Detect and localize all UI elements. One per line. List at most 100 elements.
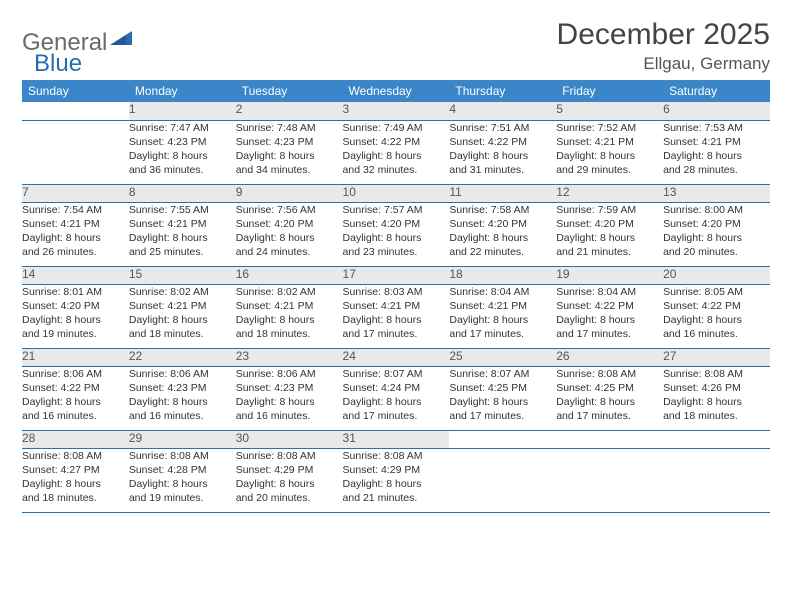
daylight-text: and 18 minutes.	[663, 409, 770, 423]
day-number: 28	[22, 430, 129, 448]
daylight-text: and 23 minutes.	[343, 245, 450, 259]
day-number: 4	[449, 102, 556, 120]
day-number: 23	[236, 348, 343, 366]
day-number: 19	[556, 266, 663, 284]
daylight-text: and 21 minutes.	[343, 491, 450, 505]
sunset-text: Sunset: 4:20 PM	[22, 299, 129, 313]
day-number: 24	[343, 348, 450, 366]
detail-row: Sunrise: 8:06 AMSunset: 4:22 PMDaylight:…	[22, 366, 770, 430]
sunset-text: Sunset: 4:26 PM	[663, 381, 770, 395]
daylight-text: and 17 minutes.	[343, 409, 450, 423]
day-cell: Sunrise: 7:52 AMSunset: 4:21 PMDaylight:…	[556, 120, 663, 184]
daylight-text: Daylight: 8 hours	[22, 395, 129, 409]
col-wednesday: Wednesday	[343, 80, 450, 102]
sunrise-text: Sunrise: 8:03 AM	[343, 285, 450, 299]
sunrise-text: Sunrise: 7:56 AM	[236, 203, 343, 217]
daylight-text: and 29 minutes.	[556, 163, 663, 177]
day-number: 25	[449, 348, 556, 366]
sunrise-text: Sunrise: 8:08 AM	[22, 449, 129, 463]
daylight-text: Daylight: 8 hours	[236, 313, 343, 327]
daylight-text: Daylight: 8 hours	[449, 313, 556, 327]
sunset-text: Sunset: 4:27 PM	[22, 463, 129, 477]
daylight-text: and 26 minutes.	[22, 245, 129, 259]
day-cell	[663, 448, 770, 512]
sunrise-text: Sunrise: 7:47 AM	[129, 121, 236, 135]
daynum-row: 123456	[22, 102, 770, 120]
sunset-text: Sunset: 4:25 PM	[556, 381, 663, 395]
daylight-text: and 28 minutes.	[663, 163, 770, 177]
daylight-text: Daylight: 8 hours	[343, 477, 450, 491]
daylight-text: and 17 minutes.	[449, 327, 556, 341]
day-cell: Sunrise: 7:57 AMSunset: 4:20 PMDaylight:…	[343, 202, 450, 266]
day-number: 7	[22, 184, 129, 202]
sunset-text: Sunset: 4:23 PM	[236, 135, 343, 149]
sunset-text: Sunset: 4:20 PM	[663, 217, 770, 231]
daylight-text: and 20 minutes.	[236, 491, 343, 505]
daylight-text: Daylight: 8 hours	[343, 395, 450, 409]
day-cell: Sunrise: 8:08 AMSunset: 4:27 PMDaylight:…	[22, 448, 129, 512]
daylight-text: Daylight: 8 hours	[449, 395, 556, 409]
day-cell	[449, 448, 556, 512]
day-cell: Sunrise: 8:08 AMSunset: 4:28 PMDaylight:…	[129, 448, 236, 512]
location: Ellgau, Germany	[557, 54, 770, 74]
day-cell: Sunrise: 8:03 AMSunset: 4:21 PMDaylight:…	[343, 284, 450, 348]
daylight-text: and 34 minutes.	[236, 163, 343, 177]
day-cell: Sunrise: 8:08 AMSunset: 4:26 PMDaylight:…	[663, 366, 770, 430]
day-cell: Sunrise: 7:56 AMSunset: 4:20 PMDaylight:…	[236, 202, 343, 266]
day-cell: Sunrise: 8:06 AMSunset: 4:23 PMDaylight:…	[129, 366, 236, 430]
day-cell: Sunrise: 8:07 AMSunset: 4:24 PMDaylight:…	[343, 366, 450, 430]
sunset-text: Sunset: 4:21 PM	[129, 299, 236, 313]
day-number: 16	[236, 266, 343, 284]
day-cell	[22, 120, 129, 184]
day-number: 30	[236, 430, 343, 448]
daylight-text: Daylight: 8 hours	[663, 395, 770, 409]
day-cell: Sunrise: 8:02 AMSunset: 4:21 PMDaylight:…	[236, 284, 343, 348]
sunrise-text: Sunrise: 7:59 AM	[556, 203, 663, 217]
day-cell: Sunrise: 8:07 AMSunset: 4:25 PMDaylight:…	[449, 366, 556, 430]
sunrise-text: Sunrise: 7:52 AM	[556, 121, 663, 135]
sunrise-text: Sunrise: 7:49 AM	[343, 121, 450, 135]
day-number: 11	[449, 184, 556, 202]
day-cell: Sunrise: 8:00 AMSunset: 4:20 PMDaylight:…	[663, 202, 770, 266]
day-cell: Sunrise: 7:54 AMSunset: 4:21 PMDaylight:…	[22, 202, 129, 266]
day-number: 14	[22, 266, 129, 284]
detail-row: Sunrise: 7:47 AMSunset: 4:23 PMDaylight:…	[22, 120, 770, 184]
day-cell	[556, 448, 663, 512]
daylight-text: Daylight: 8 hours	[236, 477, 343, 491]
day-cell: Sunrise: 8:04 AMSunset: 4:22 PMDaylight:…	[556, 284, 663, 348]
day-cell: Sunrise: 7:58 AMSunset: 4:20 PMDaylight:…	[449, 202, 556, 266]
day-number: 10	[343, 184, 450, 202]
daylight-text: and 17 minutes.	[556, 409, 663, 423]
daylight-text: Daylight: 8 hours	[663, 149, 770, 163]
sunrise-text: Sunrise: 8:06 AM	[129, 367, 236, 381]
daylight-text: and 16 minutes.	[663, 327, 770, 341]
daylight-text: Daylight: 8 hours	[129, 313, 236, 327]
day-number: 27	[663, 348, 770, 366]
daylight-text: Daylight: 8 hours	[343, 231, 450, 245]
daylight-text: Daylight: 8 hours	[663, 313, 770, 327]
daylight-text: Daylight: 8 hours	[343, 149, 450, 163]
day-number: 6	[663, 102, 770, 120]
day-cell: Sunrise: 8:08 AMSunset: 4:29 PMDaylight:…	[343, 448, 450, 512]
col-friday: Friday	[556, 80, 663, 102]
sunset-text: Sunset: 4:22 PM	[556, 299, 663, 313]
sunset-text: Sunset: 4:24 PM	[343, 381, 450, 395]
day-cell: Sunrise: 8:05 AMSunset: 4:22 PMDaylight:…	[663, 284, 770, 348]
day-cell: Sunrise: 7:51 AMSunset: 4:22 PMDaylight:…	[449, 120, 556, 184]
sunrise-text: Sunrise: 8:05 AM	[663, 285, 770, 299]
daylight-text: and 17 minutes.	[556, 327, 663, 341]
daynum-row: 14151617181920	[22, 266, 770, 284]
daylight-text: Daylight: 8 hours	[236, 395, 343, 409]
daylight-text: Daylight: 8 hours	[236, 231, 343, 245]
sunset-text: Sunset: 4:21 PM	[22, 217, 129, 231]
day-cell: Sunrise: 8:04 AMSunset: 4:21 PMDaylight:…	[449, 284, 556, 348]
daylight-text: and 19 minutes.	[129, 491, 236, 505]
sunrise-text: Sunrise: 8:08 AM	[236, 449, 343, 463]
day-cell: Sunrise: 8:01 AMSunset: 4:20 PMDaylight:…	[22, 284, 129, 348]
day-cell: Sunrise: 8:08 AMSunset: 4:25 PMDaylight:…	[556, 366, 663, 430]
daylight-text: and 21 minutes.	[556, 245, 663, 259]
month-title: December 2025	[557, 18, 770, 52]
sunrise-text: Sunrise: 8:04 AM	[556, 285, 663, 299]
daylight-text: and 16 minutes.	[236, 409, 343, 423]
daylight-text: Daylight: 8 hours	[556, 231, 663, 245]
